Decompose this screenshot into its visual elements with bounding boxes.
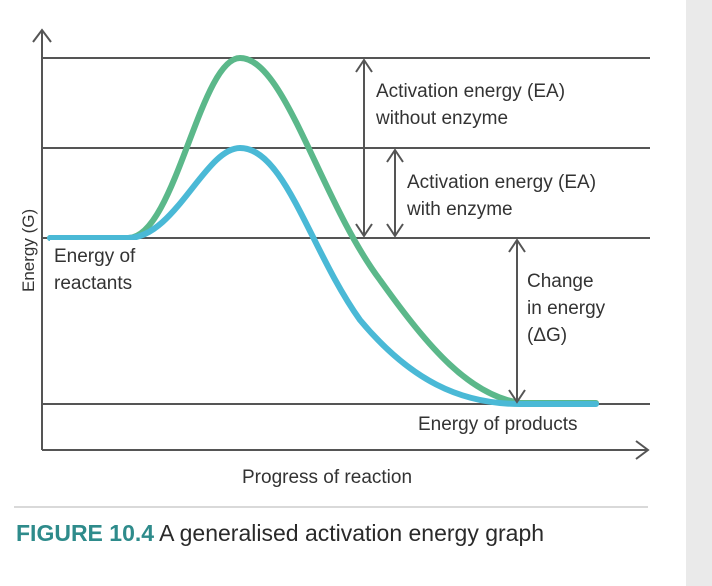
label-delta-g-line2: in energy <box>527 298 606 319</box>
curve-without-enzyme <box>47 54 599 406</box>
arrow-ea-without-top <box>355 58 373 73</box>
page-edge <box>686 0 712 586</box>
x-axis-label: Progress of reaction <box>242 467 412 488</box>
label-ea-with-line1: Activation energy (EA) <box>407 172 596 193</box>
figure-caption: FIGURE 10.4 A generalised activation ene… <box>16 520 676 547</box>
curve-with-enzyme <box>47 144 599 407</box>
arrow-delta-g-bottom <box>508 389 526 404</box>
arrow-ea-with-bottom <box>386 223 404 238</box>
arrow-ea-without-bottom <box>355 223 373 238</box>
label-ea-without-line2: without enzyme <box>375 108 508 129</box>
arrow-ea-with-top <box>386 148 404 163</box>
label-delta-g-line1: Change <box>527 271 594 292</box>
label-delta-g-line3: (ΔG) <box>527 325 567 346</box>
label-products: Energy of products <box>418 414 577 435</box>
figure-caption-text: A generalised activation energy graph <box>154 520 545 546</box>
label-ea-with-line2: with enzyme <box>406 199 513 220</box>
figure-number: FIGURE 10.4 <box>16 520 155 546</box>
label-reactants-line1: Energy of <box>54 246 136 267</box>
x-axis-arrowhead <box>635 440 650 460</box>
label-reactants-line2: reactants <box>54 273 132 294</box>
label-ea-without-line1: Activation energy (EA) <box>376 81 565 102</box>
y-axis-arrowhead <box>32 28 52 43</box>
activation-energy-diagram: Activation energy (EA) without enzyme Ac… <box>19 28 650 488</box>
arrow-delta-g-top <box>508 238 526 253</box>
caption-divider <box>14 506 648 508</box>
y-axis-label: Energy (G) <box>19 209 38 292</box>
